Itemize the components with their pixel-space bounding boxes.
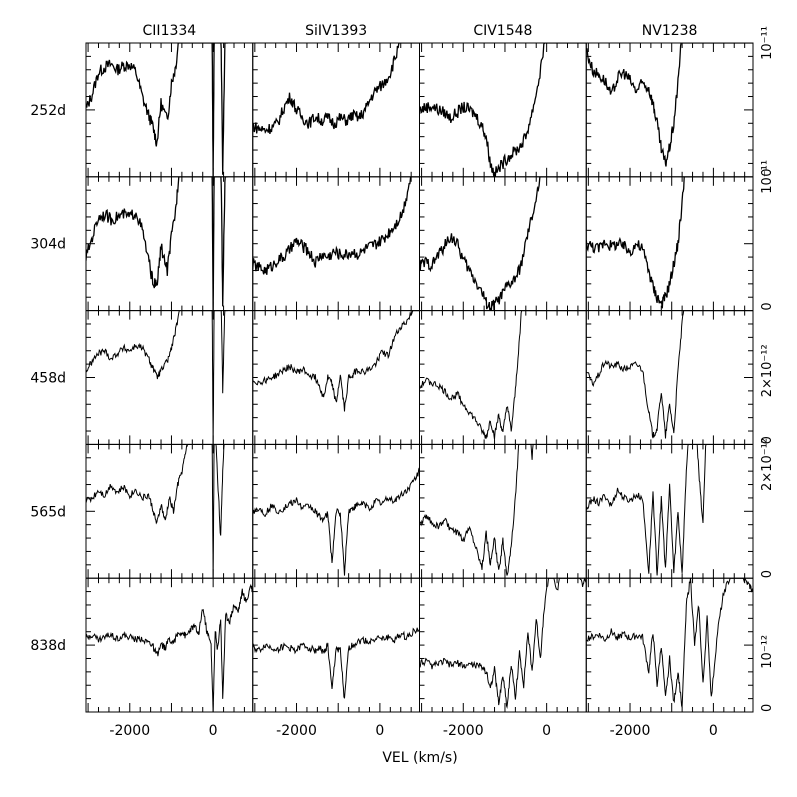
flux-label: 0: [760, 436, 775, 444]
panel-565d-NV1238: [585, 443, 754, 579]
x-tick-label: -2000: [443, 723, 484, 739]
flux-label: 2×10⁻¹²: [760, 344, 775, 397]
panel-frame: [585, 577, 754, 713]
flux-label: 0: [760, 570, 775, 578]
panel-458d-SiIV1393: [252, 310, 420, 445]
flux-label: 2×10⁻¹²: [760, 438, 775, 491]
row-label: 304d: [30, 237, 66, 253]
spectrum-trace-252d-CII1334: [86, 43, 228, 177]
panel-frame: [252, 443, 420, 579]
spectrum-trace-252d-NV1238: [586, 43, 753, 167]
panel-565d-SiIV1393: [252, 443, 420, 579]
panel-grid: [85, 42, 754, 713]
spectrum-trace-458d-CII1334: [86, 310, 228, 445]
panel-frame: [252, 42, 420, 178]
spectrum-trace-565d-CIV1548: [419, 444, 587, 576]
panel-frame: [419, 577, 587, 713]
column-title: CII1334: [143, 23, 197, 39]
x-tick-labels: -2000 0 -2000 0 -2000 0 -2000 0: [109, 723, 717, 739]
flux-label: 0: [760, 302, 775, 310]
spectrum-trace-565d-CII1334: [86, 444, 253, 579]
panel-252d-SiIV1393: [252, 42, 420, 178]
panel-304d-CII1334: [85, 176, 254, 312]
panel-frame: [585, 42, 754, 178]
panel-frame: [585, 443, 754, 579]
x-tick-label: 0: [542, 723, 551, 739]
row-label: 252d: [30, 103, 66, 119]
x-axis-label: VEL (km/s): [382, 750, 457, 766]
flux-label: 0: [760, 169, 775, 177]
panel-frame: [252, 310, 420, 445]
panel-838d-NV1238: [585, 577, 754, 713]
panel-458d-CII1334: [85, 310, 254, 445]
flux-label: 10⁻¹¹: [760, 26, 775, 60]
spectrum-trace-458d-SiIV1393: [252, 310, 420, 412]
x-tick-label: 0: [209, 723, 218, 739]
row-label: 565d: [30, 504, 66, 520]
spectrum-trace-838d-SiIV1393: [252, 627, 420, 699]
x-tick-label: 0: [375, 723, 384, 739]
panel-frame: [585, 310, 754, 445]
spectrum-trace-458d-NV1238: [586, 310, 753, 439]
panel-frame: [85, 176, 254, 312]
column-titles: CII1334 SiIV1393 CIV1548 NV1238: [143, 23, 698, 39]
panel-frame: [252, 176, 420, 312]
spectrum-trace-565d-SiIV1393: [252, 467, 420, 576]
row-labels: 252d 304d 458d 565d 838d: [30, 103, 66, 654]
x-tick-label: 0: [709, 723, 718, 739]
flux-label: 10⁻¹¹: [760, 160, 775, 194]
panel-frame: [85, 443, 254, 579]
spectrum-trace-838d-CIV1548: [419, 578, 587, 709]
spectrum-trace-304d-CII1334: [86, 176, 228, 311]
spectrum-trace-304d-SiIV1393: [252, 176, 420, 275]
panel-838d-CIV1548: [419, 577, 587, 713]
spectrum-trace-304d-CIV1548: [419, 176, 587, 311]
flux-label: 0: [760, 704, 775, 712]
spectrum-trace-565d-NV1238: [586, 444, 753, 576]
spectrum-trace-304d-NV1238: [586, 176, 753, 309]
column-title: SiIV1393: [305, 23, 367, 39]
x-tick-label: -2000: [276, 723, 317, 739]
column-title: NV1238: [642, 23, 698, 39]
column-title: CIV1548: [473, 23, 532, 39]
panel-frame: [252, 577, 420, 713]
flux-label: 10⁻¹²: [760, 635, 775, 669]
spectrum-trace-252d-CIV1548: [419, 43, 587, 177]
panel-304d-SiIV1393: [252, 176, 420, 312]
spectrum-trace-458d-CIV1548: [419, 310, 587, 440]
panel-frame: [419, 443, 587, 579]
spectrum-trace-838d-CII1334: [86, 583, 253, 713]
panel-838d-CII1334: [85, 577, 254, 713]
panel-frame: [85, 310, 254, 445]
row-label: 838d: [30, 638, 66, 654]
panel-838d-SiIV1393: [252, 577, 420, 713]
row-label: 458d: [30, 371, 66, 387]
panel-frame: [419, 310, 587, 445]
spectrum-trace-252d-SiIV1393: [252, 43, 420, 135]
panel-565d-CIV1548: [419, 443, 587, 579]
x-tick-label: -2000: [109, 723, 150, 739]
panel-252d-NV1238: [585, 42, 754, 178]
x-tick-label: -2000: [610, 723, 651, 739]
panel-458d-CIV1548: [419, 310, 587, 445]
spectrum-trace-838d-NV1238: [586, 578, 753, 708]
panel-frame: [85, 577, 254, 713]
panel-565d-CII1334: [85, 443, 254, 579]
panel-458d-NV1238: [585, 310, 754, 445]
